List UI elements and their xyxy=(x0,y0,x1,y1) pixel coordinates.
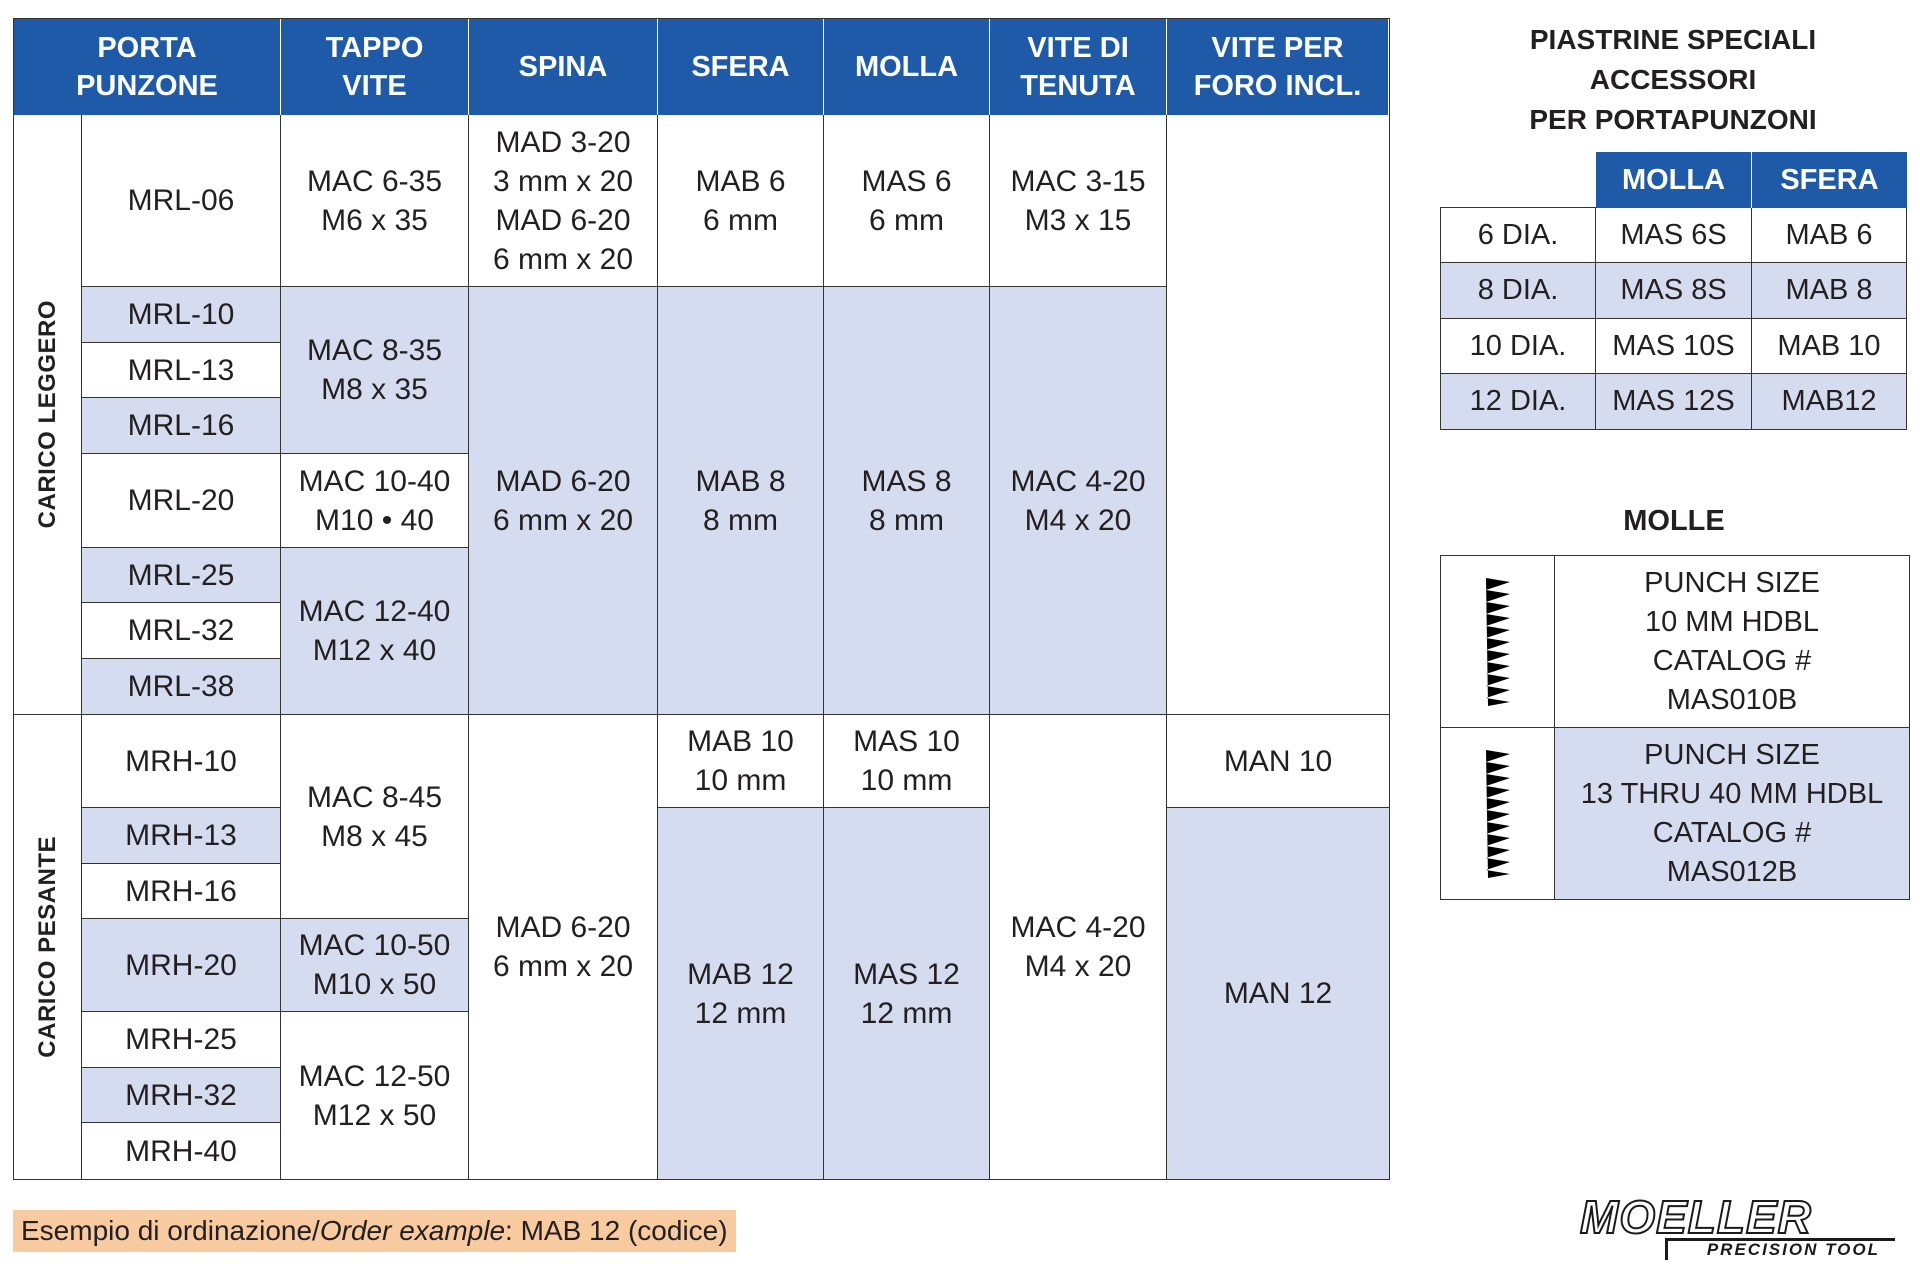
accessories-size: 8 DIA. xyxy=(1440,263,1596,319)
accessories-molla: MAS 6S xyxy=(1596,208,1752,263)
accessories-size: 6 DIA. xyxy=(1440,208,1596,263)
tappo-cell: MAC 10-50 M10 x 50 xyxy=(281,919,469,1012)
group-label-heavy: CARICO PESANTE xyxy=(14,715,82,1179)
tenuta-cell: MAC 3-15 M3 x 15 xyxy=(990,115,1167,287)
holder-cell: MRL-06 xyxy=(82,115,281,287)
order-example-suffix: : MAB 12 (codice) xyxy=(505,1215,728,1246)
holder-cell: MRL-32 xyxy=(82,603,281,659)
logo-tagline: PRECISION TOOL xyxy=(1706,1240,1880,1259)
order-example-note: Esempio di ordinazione/Order example: MA… xyxy=(13,1210,736,1252)
accessories-header-sfera: SFERA xyxy=(1752,152,1907,208)
accessories-molla: MAS 10S xyxy=(1596,319,1752,374)
accessories-sfera: MAB12 xyxy=(1752,374,1907,430)
tappo-cell: MAC 8-45 M8 x 45 xyxy=(281,715,469,919)
spring-image xyxy=(1441,556,1555,728)
foro-cell-empty xyxy=(1167,115,1389,715)
holder-cell: MRL-10 xyxy=(82,287,281,343)
spring-icon xyxy=(1485,749,1510,878)
header-vite-per-foro: VITE PER FORO INCL. xyxy=(1167,19,1389,115)
order-example-prefix: Esempio di ordinazione/ xyxy=(21,1215,320,1246)
tappo-cell: MAC 6-35 M6 x 35 xyxy=(281,115,469,287)
foro-cell: MAN 10 xyxy=(1167,715,1389,808)
accessories-title: PIASTRINE SPECIALI ACCESSORI PER PORTAPU… xyxy=(1529,24,1817,135)
accessories-molla: MAS 12S xyxy=(1596,374,1752,430)
spring-image xyxy=(1441,728,1555,900)
spina-cell: MAD 6-20 6 mm x 20 xyxy=(469,715,658,1179)
order-example-italic: Order example xyxy=(319,1215,506,1246)
molla-cell: MAS 10 10 mm xyxy=(824,715,990,808)
holder-cell: MRH-13 xyxy=(82,808,281,864)
molle-desc: PUNCH SIZE 13 THRU 40 MM HDBL CATALOG # … xyxy=(1555,728,1909,900)
tappo-cell: MAC 12-40 M12 x 40 xyxy=(281,548,469,715)
holder-cell: MRL-13 xyxy=(82,343,281,398)
spina-cell: MAD 6-20 6 mm x 20 xyxy=(469,287,658,715)
accessories-corner xyxy=(1440,152,1596,208)
accessories-size: 12 DIA. xyxy=(1440,374,1596,430)
tenuta-cell: MAC 4-20 M4 x 20 xyxy=(990,715,1167,1179)
header-sfera: SFERA xyxy=(658,19,824,115)
holder-cell: MRL-20 xyxy=(82,454,281,548)
molle-title: MOLLE xyxy=(1623,505,1725,537)
accessories-sfera: MAB 6 xyxy=(1752,208,1907,263)
molla-cell: MAS 12 12 mm xyxy=(824,808,990,1179)
accessories-table: MOLLA SFERA 6 DIA. MAS 6S MAB 6 8 DIA. M… xyxy=(1440,152,1907,430)
accessories-header-molla: MOLLA xyxy=(1596,152,1752,208)
accessories-sfera: MAB 8 xyxy=(1752,263,1907,319)
tappo-cell: MAC 10-40 M10 • 40 xyxy=(281,454,469,548)
group-label-light: CARICO LEGGERO xyxy=(14,115,82,715)
spina-cell: MAD 3-20 3 mm x 20 MAD 6-20 6 mm x 20 xyxy=(469,115,658,287)
logo-tick xyxy=(1665,1238,1668,1260)
logo-wordmark: MOELLER xyxy=(1579,1190,1812,1244)
accessories-size: 10 DIA. xyxy=(1440,319,1596,374)
holder-cell: MRH-10 xyxy=(82,715,281,808)
header-spina: SPINA xyxy=(469,19,658,115)
holder-cell: MRH-40 xyxy=(82,1123,281,1179)
foro-cell: MAN 12 xyxy=(1167,808,1389,1179)
header-molla: MOLLA xyxy=(824,19,990,115)
accessories-molla: MAS 8S xyxy=(1596,263,1752,319)
molle-desc: PUNCH SIZE 10 MM HDBL CATALOG # MAS010B xyxy=(1555,556,1909,728)
holder-cell: MRH-16 xyxy=(82,864,281,919)
holder-cell: MRL-25 xyxy=(82,548,281,603)
header-vite-di-tenuta: VITE DI TENUTA xyxy=(990,19,1167,115)
sfera-cell: MAB 10 10 mm xyxy=(658,715,824,808)
holder-cell: MRH-25 xyxy=(82,1012,281,1068)
moeller-logo: MOELLER PRECISION TOOL xyxy=(1570,1190,1900,1262)
tappo-cell: MAC 12-50 M12 x 50 xyxy=(281,1012,469,1179)
sfera-cell: MAB 12 12 mm xyxy=(658,808,824,1179)
header-porta-punzone: PORTA PUNZONE xyxy=(14,19,281,115)
holder-cell: MRH-32 xyxy=(82,1068,281,1123)
holder-cell: MRH-20 xyxy=(82,919,281,1012)
spring-icon xyxy=(1485,577,1510,706)
holder-cell: MRL-16 xyxy=(82,398,281,454)
logo-underline xyxy=(1665,1238,1895,1241)
tenuta-cell: MAC 4-20 M4 x 20 xyxy=(990,287,1167,715)
holder-cell: MRL-38 xyxy=(82,659,281,715)
main-table: PORTA PUNZONE TAPPO VITE SPINA SFERA MOL… xyxy=(13,18,1390,1180)
accessories-sfera: MAB 10 xyxy=(1752,319,1907,374)
header-tappo-vite: TAPPO VITE xyxy=(281,19,469,115)
tappo-cell: MAC 8-35 M8 x 35 xyxy=(281,287,469,454)
molle-table: PUNCH SIZE 10 MM HDBL CATALOG # MAS010B … xyxy=(1440,555,1910,900)
